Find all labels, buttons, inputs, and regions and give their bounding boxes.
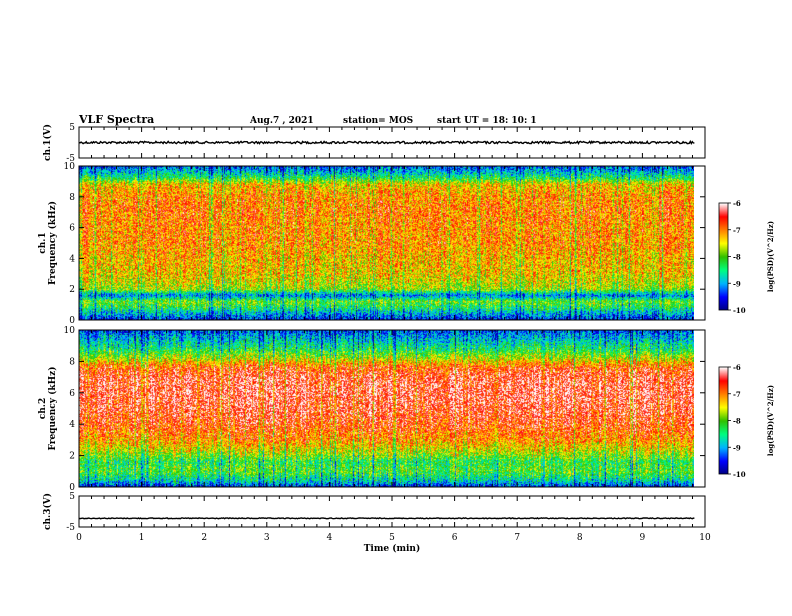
y-tick-label: 5 — [69, 123, 75, 133]
y-tick-label: 2 — [69, 452, 75, 462]
y-axis-label: ch.2 — [38, 398, 48, 419]
y-axis-label: Frequency (kHz) — [47, 201, 58, 285]
waveform-line — [78, 139, 695, 146]
colorbar-tick-label: -9 — [733, 279, 741, 288]
colorbar-tick-label: -6 — [733, 363, 741, 372]
y-axis-label: ch.3(V) — [42, 493, 53, 530]
colorbar-gradient — [719, 367, 728, 474]
colorbar-tick-label: -7 — [733, 390, 741, 399]
y-tick-label: 4 — [69, 254, 75, 264]
colorbar-tick-label: -8 — [733, 253, 741, 262]
y-tick-label: 8 — [69, 357, 75, 367]
x-tick-label: 0 — [76, 533, 82, 543]
waveform-line — [78, 517, 695, 520]
x-tick-label: 7 — [514, 533, 520, 543]
x-tick-label: 3 — [264, 533, 270, 543]
colorbar-tick-label: -8 — [733, 417, 741, 426]
colorbar-tick-label: -7 — [733, 226, 741, 235]
y-axis-label: ch.1 — [38, 232, 48, 253]
header-date: Aug.7 , 2021 — [249, 116, 314, 126]
y-axis-label: Frequency (kHz) — [47, 366, 58, 450]
colorbar-label: log(PSD)(V^2/Hz) — [766, 221, 775, 292]
y-tick-label: 5 — [69, 492, 75, 502]
y-tick-label: 6 — [69, 389, 75, 399]
x-tick-label: 5 — [389, 533, 395, 543]
y-tick-label: 0 — [69, 483, 75, 493]
x-tick-label: 10 — [699, 533, 711, 543]
spectrogram-image — [79, 166, 694, 320]
x-tick-label: 9 — [640, 533, 646, 543]
chart-title: VLF Spectra — [78, 113, 154, 126]
y-tick-label: 10 — [64, 162, 76, 172]
y-tick-label: -5 — [66, 523, 75, 533]
y-tick-label: 6 — [69, 224, 75, 234]
colorbar-tick-label: -10 — [733, 306, 746, 315]
y-tick-label: 0 — [69, 316, 75, 326]
x-tick-label: 6 — [452, 533, 458, 543]
y-axis-label: ch.1(V) — [42, 124, 53, 161]
x-tick-label: 4 — [327, 533, 333, 543]
colorbar-tick-label: -9 — [733, 443, 741, 452]
colorbar-tick-label: -10 — [733, 470, 746, 479]
y-tick-label: 2 — [69, 285, 75, 295]
header-start-time: start UT = 18: 10: 1 — [437, 116, 537, 126]
y-tick-label: 10 — [64, 326, 76, 336]
x-tick-label: 1 — [139, 533, 145, 543]
colorbar-gradient — [719, 203, 728, 310]
x-axis-label: Time (min) — [364, 543, 421, 554]
y-tick-label: 8 — [69, 193, 75, 203]
x-tick-label: 8 — [577, 533, 583, 543]
y-tick-label: 4 — [69, 420, 75, 430]
header-station: station= MOS — [343, 116, 413, 126]
y-tick-label: -5 — [66, 154, 75, 164]
colorbar-tick-label: -6 — [733, 199, 741, 208]
spectrogram-image — [79, 330, 694, 487]
colorbar-label: log(PSD)(V^2/Hz) — [766, 385, 775, 456]
x-tick-label: 2 — [201, 533, 207, 543]
